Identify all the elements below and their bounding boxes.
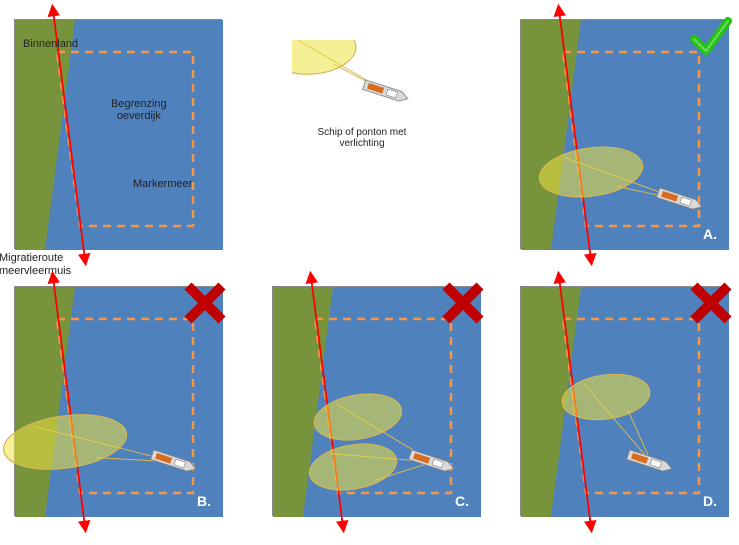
label-begrenzing: Begrenzing oeverdijk [111, 98, 167, 122]
panel-letter: A. [703, 226, 717, 242]
cross-icon [688, 280, 734, 326]
legend-svg [292, 40, 432, 120]
legend: Schip of ponton met verlichting [292, 40, 432, 149]
ship [363, 80, 410, 104]
legend-text: Schip of ponton met verlichting [292, 127, 432, 149]
panel-ref: Binnenland Begrenzing oeverdijk Markerme… [14, 19, 222, 249]
check-icon [688, 13, 734, 59]
cross-mark [688, 280, 734, 326]
cross-mark [182, 280, 228, 326]
label-markermeer: Markermeer [133, 178, 192, 190]
check-mark [688, 13, 734, 59]
label-route-text: Migratieroute meervleermuis [0, 252, 71, 277]
label-route: Migratieroute meervleermuis [0, 252, 109, 277]
cross-icon [440, 280, 486, 326]
label-binnenland: Binnenland [23, 38, 78, 50]
panel-letter: C. [455, 493, 469, 509]
panel-svg [15, 20, 223, 250]
legend-ship-group [292, 40, 409, 104]
panel-letter: B. [197, 493, 211, 509]
cross-icon [182, 280, 228, 326]
cross-mark [440, 280, 486, 326]
panel-letter: D. [703, 493, 717, 509]
